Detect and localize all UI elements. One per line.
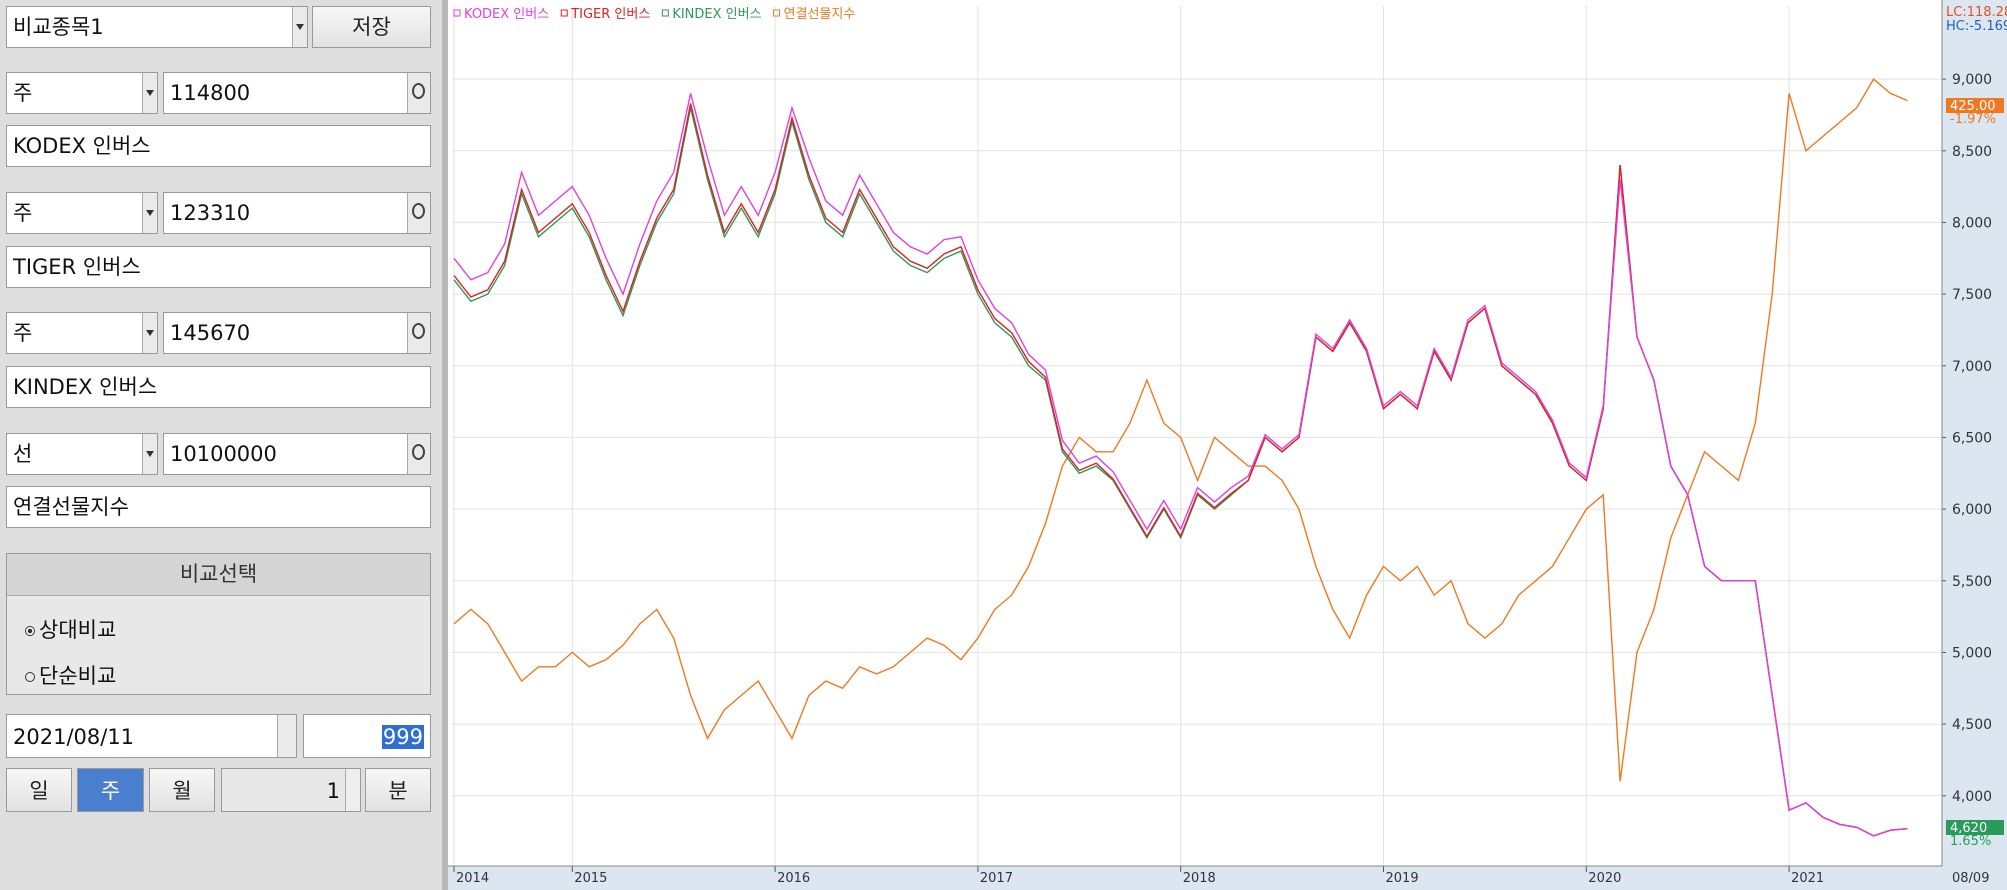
legend-label: KINDEX 인버스 xyxy=(672,7,761,22)
y-tick-label: 5,000 xyxy=(1952,645,1992,661)
x-tick-label: 2015 xyxy=(574,871,607,886)
x-tick-label: 2016 xyxy=(777,871,810,886)
dropdown-arrow[interactable] xyxy=(292,7,307,47)
control-panel: 비교종목1 저장 주 114800 KODEX 인버스 주 123310 TIG… xyxy=(0,0,442,890)
name-field: KODEX 인버스 xyxy=(6,125,431,167)
radio-dot[interactable] xyxy=(25,672,35,682)
compare-combo[interactable]: 비교종목1 xyxy=(6,6,308,48)
legend-label: TIGER 인버스 xyxy=(570,7,650,22)
legend-swatch xyxy=(560,9,568,17)
dropdown-arrow[interactable] xyxy=(142,73,157,113)
search-button[interactable] xyxy=(407,434,430,474)
last-value-box xyxy=(1946,98,2004,113)
y-tick-label: 6,500 xyxy=(1952,430,1992,446)
market-text: 주 xyxy=(13,81,33,105)
code-input[interactable]: 114800 xyxy=(163,72,431,114)
last-value: 4,620 xyxy=(1950,821,1987,836)
market-combo[interactable]: 주 xyxy=(6,192,158,234)
last-value-box xyxy=(1946,820,2004,835)
chart: 4,000 4,500 5,000 5,500 6,000 6,500 7,000 7,500… xyxy=(448,0,2007,890)
annotation: HC:-5.169 xyxy=(1946,19,2007,34)
code-input[interactable]: 10100000 xyxy=(163,433,431,475)
count-input[interactable]: 999 xyxy=(303,714,431,758)
code-input[interactable]: 145670 xyxy=(163,312,431,354)
search-button[interactable] xyxy=(407,193,430,233)
search-button[interactable] xyxy=(407,73,430,113)
period-button[interactable]: 주 xyxy=(77,768,144,812)
group-title: 비교선택 xyxy=(7,554,430,596)
legend-swatch xyxy=(661,9,669,17)
save-button[interactable]: 저장 xyxy=(312,6,431,48)
x-tick-label: 2021 xyxy=(1791,871,1824,886)
period-button[interactable]: 일 xyxy=(6,768,72,812)
y-tick-label: 8,500 xyxy=(1952,144,1992,160)
code-text: 145670 xyxy=(170,321,251,345)
plot-bg xyxy=(448,0,2007,890)
interval-text: 1 xyxy=(326,779,340,803)
market-text: 주 xyxy=(13,201,33,225)
dropdown-arrow[interactable] xyxy=(142,313,157,353)
y-tick-label: 7,500 xyxy=(1952,287,1992,303)
last-change: -1.97% xyxy=(1950,112,1996,127)
market-combo[interactable]: 선 xyxy=(6,433,158,475)
code-text: 123310 xyxy=(170,201,251,225)
radio-option[interactable]: 단순비교 xyxy=(25,660,116,690)
x-tick-label: 2014 xyxy=(456,871,489,886)
series-line xyxy=(453,78,1908,782)
code-text: 114800 xyxy=(170,81,251,105)
y-tick-label: 6,000 xyxy=(1952,502,1992,518)
interval-spin[interactable]: 1 xyxy=(221,768,361,812)
annotation: LC:118.28 xyxy=(1946,5,2007,20)
combo-text: 비교종목1 xyxy=(13,15,104,39)
radio-label: 상대비교 xyxy=(39,618,117,642)
splitter xyxy=(442,0,448,890)
code-text: 10100000 xyxy=(170,442,277,466)
y-tick-label: 4,500 xyxy=(1952,717,1992,733)
date-input[interactable]: 2021/08/11 xyxy=(6,714,297,758)
radio-label: 단순비교 xyxy=(39,664,117,688)
x-tick-label: 2018 xyxy=(1183,871,1216,886)
market-text: 주 xyxy=(13,321,33,345)
calendar-button[interactable] xyxy=(277,715,296,757)
legend-swatch xyxy=(773,9,781,17)
x-tick-label: 2020 xyxy=(1588,871,1621,886)
market-text: 선 xyxy=(13,442,33,466)
date-text: 2021/08/11 xyxy=(13,725,135,749)
count-text: 999 xyxy=(381,725,424,749)
x-axis-bar xyxy=(448,866,2007,890)
market-combo[interactable]: 주 xyxy=(6,72,158,114)
x-tick-label: 2017 xyxy=(980,871,1013,886)
spin-buttons[interactable] xyxy=(345,769,360,811)
search-button[interactable] xyxy=(407,313,430,353)
x-tick-label: 2019 xyxy=(1386,871,1419,886)
series-line xyxy=(453,93,1908,837)
legend-label: KODEX 인버스 xyxy=(464,7,549,22)
legend-label: 연결선물지수 xyxy=(784,7,856,22)
y-tick-label: 4,000 xyxy=(1952,789,1992,805)
name-field: KINDEX 인버스 xyxy=(6,366,431,408)
period-button[interactable]: 월 xyxy=(149,768,215,812)
y-tick-label: 5,500 xyxy=(1952,574,1992,590)
dropdown-arrow[interactable] xyxy=(142,434,157,474)
last-value: 425.00 xyxy=(1950,99,1996,114)
y-axis-bar xyxy=(1942,0,2007,890)
y-tick-label: 8,000 xyxy=(1952,215,1992,231)
y-tick-label: 7,000 xyxy=(1952,359,1992,375)
code-input[interactable]: 123310 xyxy=(163,192,431,234)
y-tick-label: 9,000 xyxy=(1952,72,1992,88)
compare-group: 비교선택 상대비교 단순비교 xyxy=(6,553,431,695)
name-field: TIGER 인버스 xyxy=(6,246,431,288)
date-label: 08/09 xyxy=(1952,871,1989,886)
unit-button[interactable]: 분 xyxy=(365,768,431,812)
legend-swatch xyxy=(453,9,461,17)
last-change: 1.65% xyxy=(1950,834,1991,849)
radio-dot[interactable] xyxy=(25,626,35,636)
radio-option[interactable]: 상대비교 xyxy=(25,614,116,644)
dropdown-arrow[interactable] xyxy=(142,193,157,233)
name-field: 연결선물지수 xyxy=(6,486,431,528)
market-combo[interactable]: 주 xyxy=(6,312,158,354)
